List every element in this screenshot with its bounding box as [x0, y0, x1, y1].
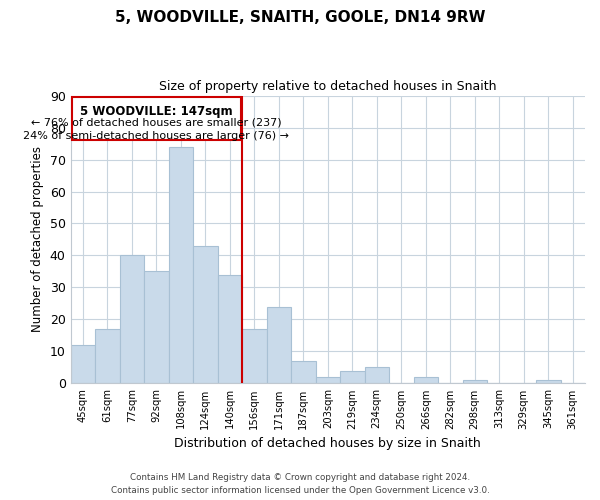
Bar: [316, 377, 340, 384]
X-axis label: Distribution of detached houses by size in Snaith: Distribution of detached houses by size …: [175, 437, 481, 450]
Bar: [95, 329, 119, 384]
Bar: [144, 272, 169, 384]
Text: 24% of semi-detached houses are larger (76) →: 24% of semi-detached houses are larger (…: [23, 130, 289, 140]
Bar: [242, 329, 266, 384]
Bar: [71, 345, 95, 384]
Bar: [340, 370, 365, 384]
Bar: [291, 361, 316, 384]
Bar: [266, 306, 291, 384]
Bar: [72, 97, 241, 140]
Bar: [218, 274, 242, 384]
Bar: [365, 368, 389, 384]
Text: ← 76% of detached houses are smaller (237): ← 76% of detached houses are smaller (23…: [31, 118, 281, 128]
Text: Contains HM Land Registry data © Crown copyright and database right 2024.
Contai: Contains HM Land Registry data © Crown c…: [110, 474, 490, 495]
Bar: [119, 256, 144, 384]
Bar: [463, 380, 487, 384]
Bar: [169, 146, 193, 384]
Y-axis label: Number of detached properties: Number of detached properties: [31, 146, 44, 332]
Bar: [413, 377, 438, 384]
Text: 5 WOODVILLE: 147sqm: 5 WOODVILLE: 147sqm: [80, 105, 233, 118]
Title: Size of property relative to detached houses in Snaith: Size of property relative to detached ho…: [159, 80, 497, 93]
Text: 5, WOODVILLE, SNAITH, GOOLE, DN14 9RW: 5, WOODVILLE, SNAITH, GOOLE, DN14 9RW: [115, 10, 485, 25]
Bar: [536, 380, 560, 384]
Bar: [193, 246, 218, 384]
